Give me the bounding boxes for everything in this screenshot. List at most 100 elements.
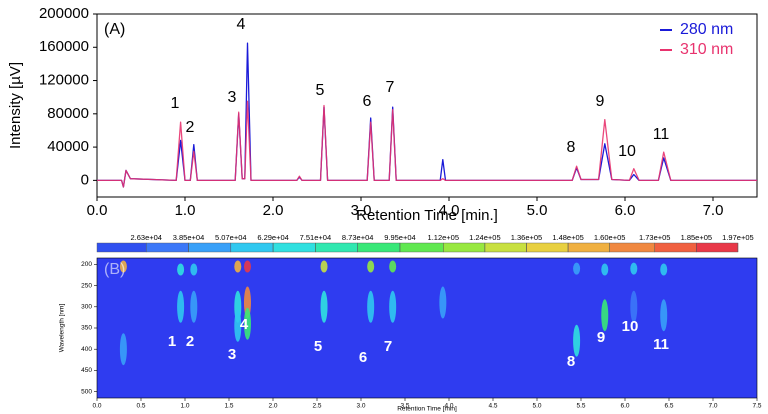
- x-tick-label: 2.0: [263, 202, 284, 219]
- x-tick-label: 0.0: [87, 202, 108, 219]
- series-line: [97, 100, 757, 188]
- y-tick-label: 160000: [39, 38, 89, 55]
- x-tick-label: 6.0: [620, 403, 629, 410]
- x-tick-label: 6.5: [664, 403, 673, 410]
- colorbar-label: 1.36e+05: [511, 233, 543, 242]
- peak-label: 4: [237, 16, 246, 33]
- x-tick-label: 5.0: [532, 403, 541, 410]
- y-tick-label: 200: [81, 261, 92, 268]
- spot: [243, 307, 251, 340]
- peak-label: 4: [240, 316, 249, 333]
- y-axis-title: Wavelength [nm]: [59, 304, 66, 353]
- spot: [630, 262, 638, 275]
- spot: [573, 324, 581, 357]
- x-tick-label: 2.0: [268, 403, 277, 410]
- colorbar-bin: [272, 242, 316, 253]
- heatmap-spots: [119, 260, 668, 366]
- peak-label: 1: [171, 95, 180, 112]
- peak-label: 11: [653, 126, 670, 143]
- peak-label: 7: [384, 338, 392, 355]
- spot: [177, 290, 185, 323]
- legend-label: 310 nm: [680, 41, 733, 58]
- panel-label: (B): [104, 261, 125, 278]
- y-tick-label: 350: [81, 325, 92, 332]
- spot: [177, 263, 185, 276]
- x-axis-title: Retention Time [min.]: [356, 207, 498, 224]
- colorbar-bin: [654, 242, 697, 253]
- peak-label: 7: [386, 79, 395, 96]
- spot: [243, 260, 251, 273]
- colorbar-label: 2.63e+04: [130, 233, 162, 242]
- spot: [367, 260, 375, 273]
- colorbar-label: 1.12e+05: [428, 233, 460, 242]
- spot: [630, 290, 638, 323]
- colorbar-bin: [357, 242, 401, 253]
- colorbar-bin: [696, 242, 739, 253]
- x-tick-label: 4.0: [439, 202, 460, 219]
- y-tick-label: 400: [81, 346, 92, 353]
- colorbar-label: 3.85e+04: [173, 233, 205, 242]
- colorbar-label: 8.73e+04: [342, 233, 374, 242]
- x-tick-label: 5.0: [527, 202, 548, 219]
- spot: [320, 260, 328, 273]
- peak-label: 11: [653, 336, 669, 353]
- x-tick-label: 0.5: [136, 403, 145, 410]
- colorbar-bin: [230, 242, 274, 253]
- peak-label: 3: [228, 346, 236, 363]
- colorbar-bin: [315, 242, 358, 253]
- colorbar-bin: [443, 242, 486, 253]
- spot: [389, 260, 397, 273]
- peak-label: 8: [567, 139, 576, 156]
- x-tick-label: 7.0: [703, 202, 724, 219]
- spot: [190, 263, 198, 276]
- peak-label: 6: [359, 349, 367, 366]
- spot: [320, 290, 328, 323]
- peak-label: 5: [314, 338, 322, 355]
- y-tick-label: 120000: [39, 72, 89, 89]
- spot: [573, 262, 581, 275]
- colorbar-label: 9.95e+04: [384, 233, 416, 242]
- y-tick-label: 200000: [39, 5, 89, 22]
- peak-label: 8: [567, 353, 575, 370]
- legend-label: 280 nm: [680, 21, 733, 38]
- x-tick-label: 5.5: [576, 403, 585, 410]
- y-tick-label: 500: [81, 388, 92, 395]
- y-tick-label: 300: [81, 304, 92, 311]
- peak-label: 10: [618, 143, 636, 160]
- colorbar-bin: [188, 242, 232, 253]
- x-tick-label: 2.5: [312, 403, 321, 410]
- x-tick-label: 1.0: [180, 403, 189, 410]
- x-tick-label: 1.0: [175, 202, 196, 219]
- x-tick-label: 4.0: [444, 403, 453, 410]
- y-tick-label: 0: [81, 171, 89, 188]
- colorbar-label: 1.60e+05: [594, 233, 626, 242]
- spot: [234, 309, 242, 342]
- spot: [660, 299, 668, 332]
- spot: [190, 290, 198, 323]
- spot: [601, 263, 609, 276]
- colorbar-label: 5.07e+04: [215, 233, 247, 242]
- x-tick-label: 0.0: [92, 403, 101, 410]
- x-tick-label: 7.5: [752, 403, 761, 410]
- colorbar-bin: [526, 242, 569, 253]
- spot: [119, 260, 127, 273]
- colorbar-bin: [96, 242, 147, 253]
- panel-label: (A): [104, 21, 125, 38]
- spot: [119, 333, 127, 366]
- peak-label: 2: [186, 119, 195, 136]
- colorbar-bin: [567, 242, 610, 253]
- colorbar-label: 1.24e+05: [469, 233, 501, 242]
- y-tick-label: 250: [81, 282, 92, 289]
- heatmap-background: [97, 258, 757, 398]
- spot: [601, 299, 609, 332]
- x-tick-label: 1.5: [224, 403, 233, 410]
- colorbar-label: 1.97e+05: [722, 233, 754, 242]
- x-tick-label: 4.5: [488, 403, 497, 410]
- colorbar-bin: [399, 242, 444, 253]
- spot: [439, 286, 447, 319]
- peak-label: 5: [316, 82, 325, 99]
- peak-label: 3: [228, 89, 237, 106]
- spot: [234, 260, 242, 273]
- x-tick-label: 3.5: [400, 403, 409, 410]
